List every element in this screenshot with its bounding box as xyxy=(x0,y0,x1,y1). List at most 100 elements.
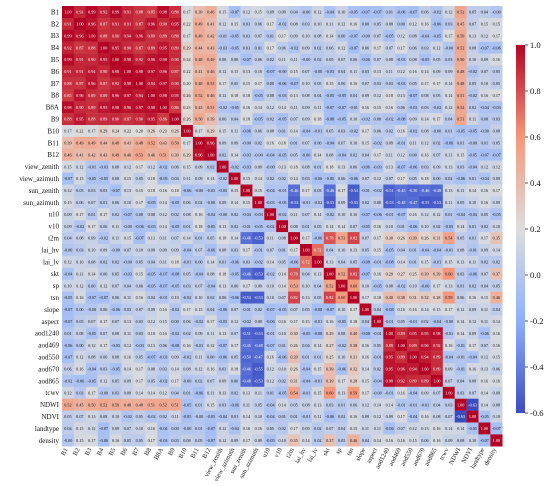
cell-value: 0.09 xyxy=(493,176,500,181)
cell-value: 0.48 xyxy=(457,69,464,74)
cell-value: 0.88 xyxy=(88,45,95,50)
heatmap-cell xyxy=(121,148,134,161)
heatmap-cell xyxy=(300,41,313,54)
heatmap-cell xyxy=(311,136,324,149)
cell-value: 0.16 xyxy=(326,319,333,324)
cell-value: 0.08 xyxy=(183,212,190,217)
cell-value: 0.05 xyxy=(493,140,500,145)
cell-value: -0.00 xyxy=(480,129,489,134)
cell-value: -0.05 xyxy=(230,271,239,276)
cell-value: 0.12 xyxy=(64,188,71,193)
cell-value: 1.00 xyxy=(457,402,464,407)
heatmap-cell xyxy=(430,113,443,126)
heatmap-cell xyxy=(97,136,110,149)
cell-value: 0.15 xyxy=(362,140,369,145)
cell-value: 0.20 xyxy=(136,129,143,134)
heatmap-cell xyxy=(181,172,194,185)
heatmap-cell xyxy=(383,160,396,173)
cell-value: 0.14 xyxy=(267,259,275,264)
cell-value: 0.07 xyxy=(386,45,393,50)
heatmap-cell xyxy=(192,65,205,78)
cell-value: 0.07 xyxy=(481,69,488,74)
cell-value: 0.03 xyxy=(243,33,250,38)
cell-value: 0.11 xyxy=(183,176,190,181)
cell-value: 0.08 xyxy=(314,33,321,38)
cell-value: 0.01 xyxy=(290,414,297,419)
heatmap-cell xyxy=(157,29,170,42)
heatmap-cell xyxy=(395,41,408,54)
cell-value: 0.87 xyxy=(124,117,131,122)
heatmap-cell xyxy=(311,53,324,66)
cell-value: 0.39 xyxy=(290,355,297,360)
cell-value: 0.07 xyxy=(278,295,285,300)
cell-value: 0.14 xyxy=(421,117,429,122)
cell-value: 0.28 xyxy=(433,295,440,300)
cell-value: 0.40 xyxy=(386,295,393,300)
heatmap-cell xyxy=(276,77,289,90)
cell-value: 0.89 xyxy=(433,355,440,360)
cell-value: 0.17 xyxy=(433,283,440,288)
cell-value: 0.11 xyxy=(469,117,476,122)
cell-value: 0.46 xyxy=(148,152,155,157)
cell-value: 0.05 xyxy=(136,259,143,264)
cell-value: 0.08 xyxy=(469,378,476,383)
cell-value: 0.03 xyxy=(314,188,321,193)
heatmap-cell xyxy=(359,148,372,161)
heatmap-cell xyxy=(121,160,134,173)
cell-value: 0.99 xyxy=(64,33,71,38)
cell-value: -0.05 xyxy=(183,414,192,419)
cell-value: 0.14 xyxy=(314,343,322,348)
heatmap-cell xyxy=(442,148,455,161)
heatmap-cell xyxy=(419,41,432,54)
cell-value: 0.02 xyxy=(183,331,190,336)
heatmap-cell xyxy=(430,17,443,30)
cell-value: 0.12 xyxy=(433,212,440,217)
cell-value: 1.00 xyxy=(362,307,369,312)
cell-value: 0.26 xyxy=(397,236,404,241)
cell-value: 1.00 xyxy=(100,45,107,50)
cell-value: -0.06 xyxy=(373,212,382,217)
cell-value: 0.03 xyxy=(243,45,250,50)
cell-value: 0.16 xyxy=(362,355,369,360)
x-tick-label: skt xyxy=(322,447,332,457)
cell-value: -0.02 xyxy=(337,343,346,348)
heatmap-cell xyxy=(169,125,182,138)
cell-value: -0.00 xyxy=(373,390,382,395)
cell-value: -0.05 xyxy=(337,93,346,98)
cell-value: 0.06 xyxy=(219,117,226,122)
cell-value: 0.08 xyxy=(386,57,393,62)
heatmap-cell xyxy=(430,89,443,102)
cell-value: 0.02 xyxy=(219,152,226,157)
heatmap-cell xyxy=(300,184,313,197)
cell-value: 0.06 xyxy=(338,176,345,181)
x-tick-label: B8 xyxy=(143,447,153,457)
cell-value: 0.31 xyxy=(290,378,297,383)
cell-value: 0.37 xyxy=(493,271,500,276)
heatmap-cell xyxy=(395,6,408,19)
cell-value: 0.39 xyxy=(409,236,416,241)
cell-value: 0.06 xyxy=(100,307,107,312)
cell-value: -0.05 xyxy=(432,33,441,38)
cell-value: 0.10 xyxy=(350,212,357,217)
cell-value: 0.03 xyxy=(100,188,107,193)
cell-value: 0.15 xyxy=(362,378,369,383)
heatmap-cell xyxy=(252,160,265,173)
heatmap-cell xyxy=(276,29,289,42)
cell-value: 0.52 xyxy=(457,45,464,50)
cell-value: 0.17 xyxy=(267,21,274,26)
cell-value: 0.17 xyxy=(433,117,440,122)
y-tick-label: landtype xyxy=(35,425,59,433)
heatmap-cell xyxy=(204,29,217,42)
cell-value: 0.10 xyxy=(469,57,476,62)
cell-value: 0.51 xyxy=(207,105,214,110)
heatmap-cell xyxy=(276,113,289,126)
cell-value: 0.05 xyxy=(493,81,500,86)
x-tick-label: lai_hv xyxy=(294,446,308,464)
heatmap-cell xyxy=(181,77,194,90)
cell-value: 0.85 xyxy=(64,93,71,98)
cell-value: 0.07 xyxy=(112,283,119,288)
cell-value: 0.14 xyxy=(231,152,239,157)
cell-value: -0.07 xyxy=(266,343,275,348)
heatmap-cell xyxy=(323,184,336,197)
cell-value: 0.01 xyxy=(469,224,476,229)
